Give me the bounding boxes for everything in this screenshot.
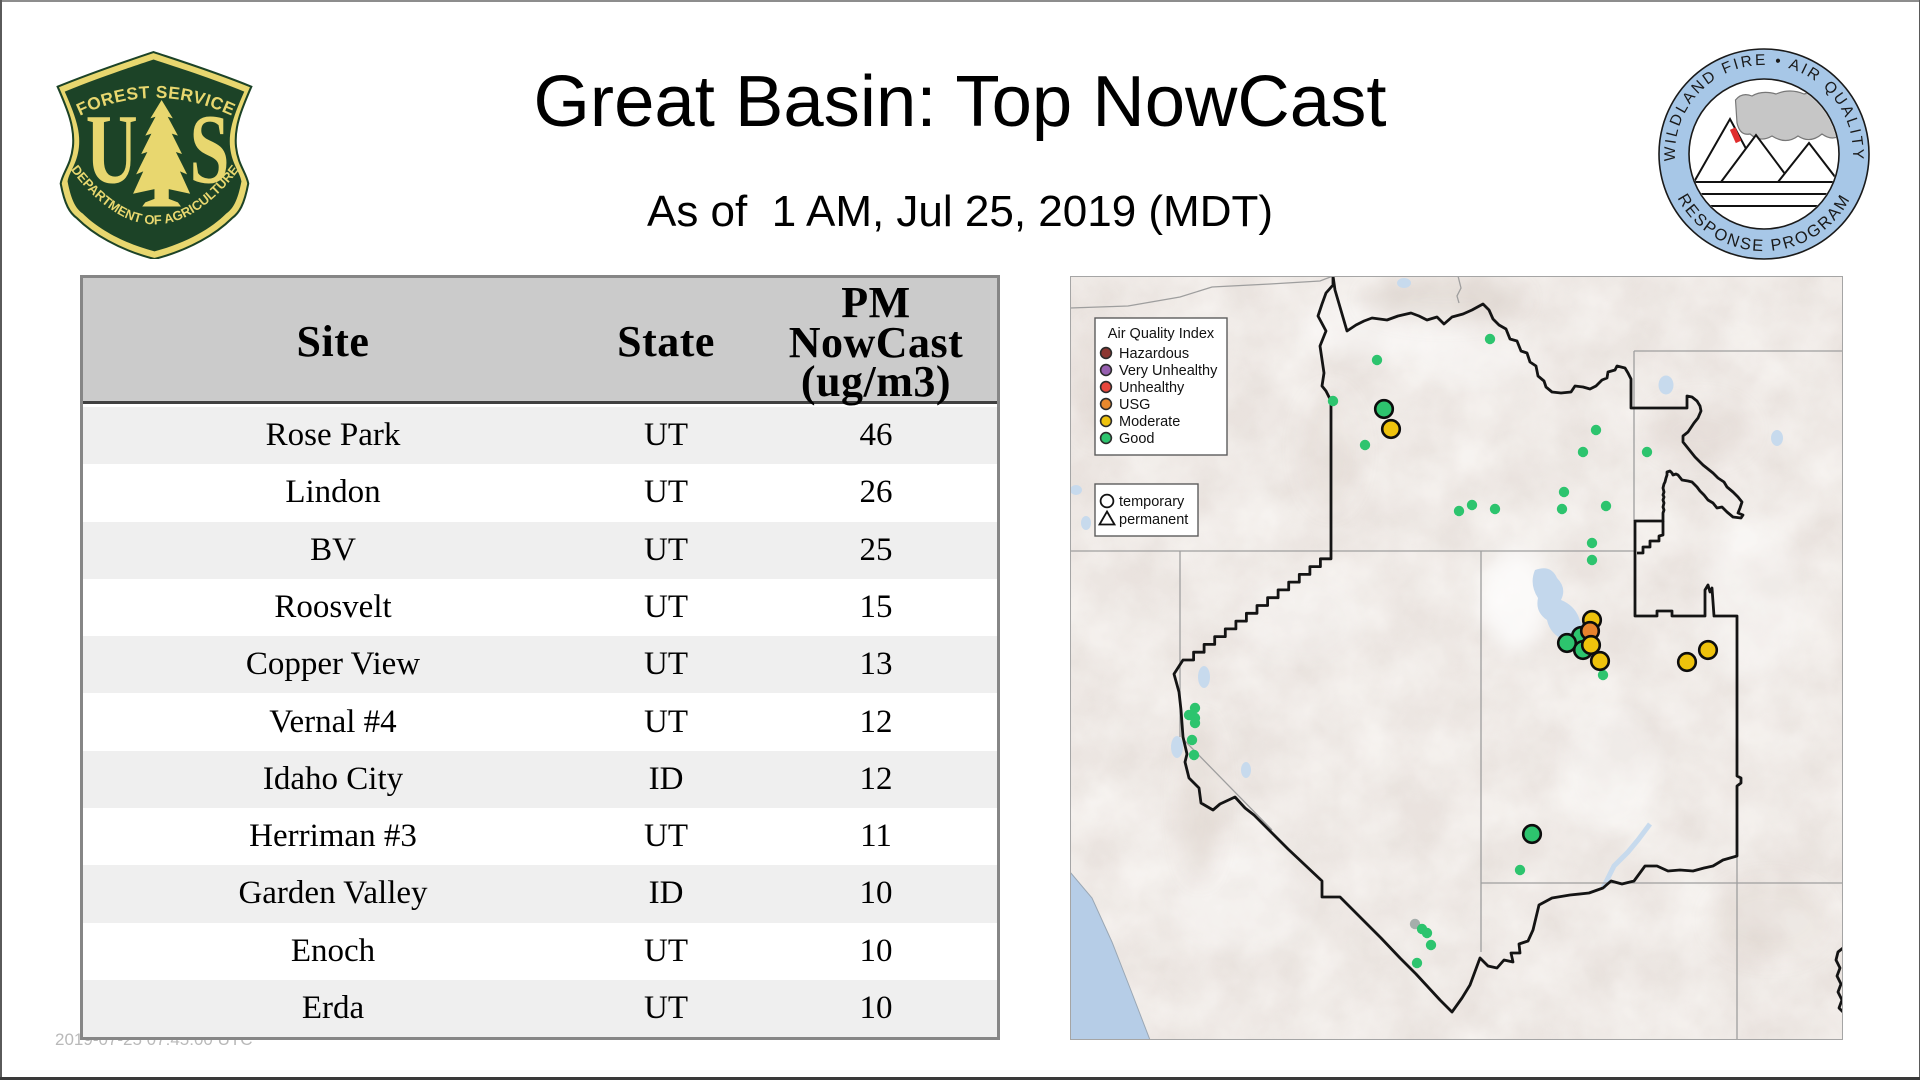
svg-text:Air Quality Index: Air Quality Index [1108,326,1215,342]
svg-text:USG: USG [1119,397,1150,413]
svg-text:S: S [190,93,230,204]
svg-text:permanent: permanent [1119,512,1188,528]
svg-text:temporary: temporary [1119,494,1185,510]
svg-text:Hazardous: Hazardous [1119,346,1189,362]
svg-text:Good: Good [1119,431,1154,447]
svg-text:Very Unhealthy: Very Unhealthy [1119,363,1218,379]
svg-text:U: U [86,93,138,204]
svg-text:Unhealthy: Unhealthy [1119,380,1185,396]
svg-text:Moderate: Moderate [1119,414,1180,430]
